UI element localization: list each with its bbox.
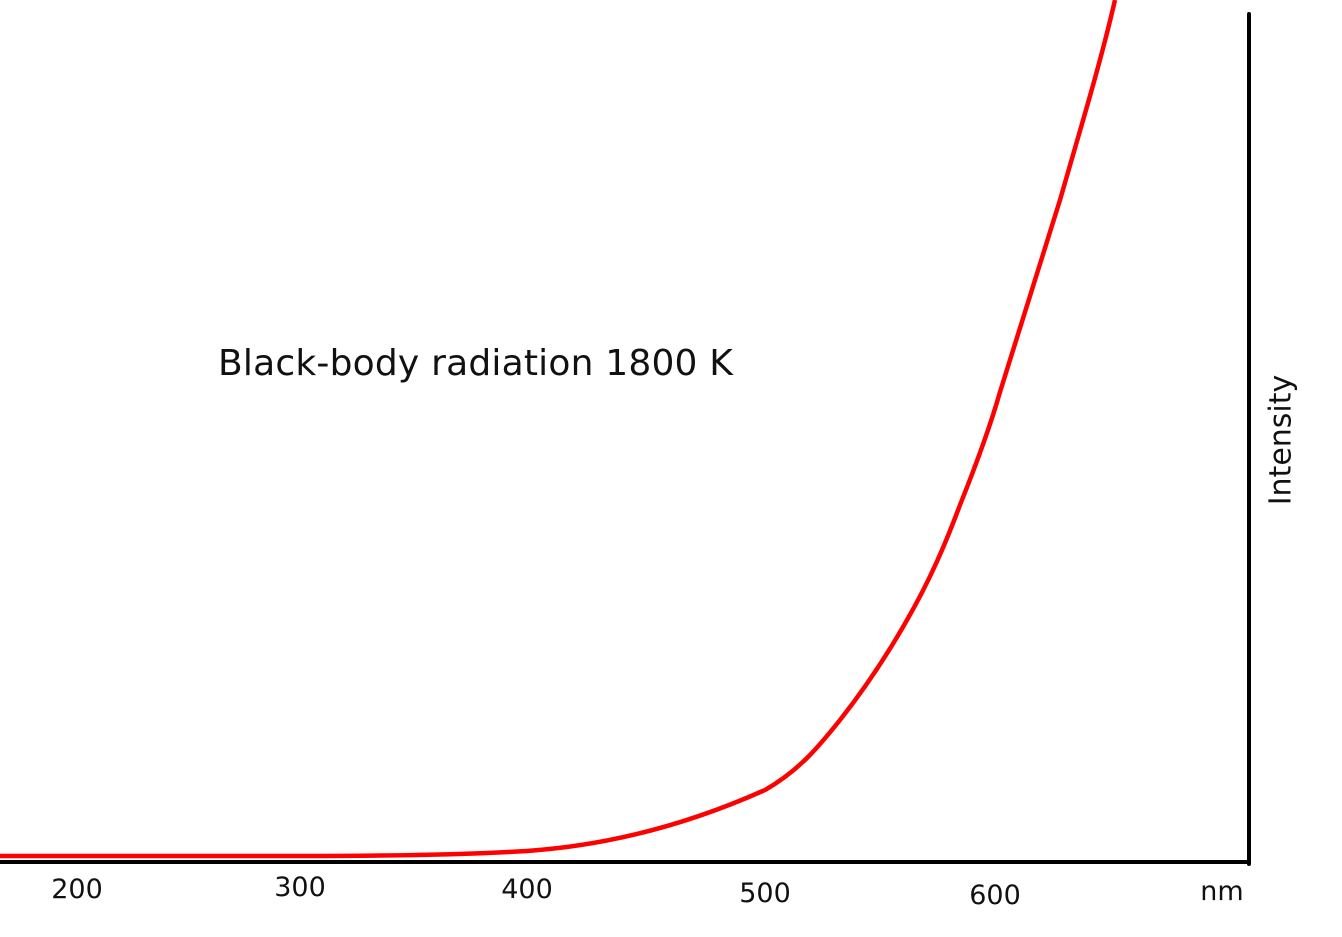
x-tick-500: 500 [739,878,791,909]
y-axis-label: Intensity [1263,374,1299,506]
x-tick-200: 200 [51,874,103,905]
chart-title: Black-body radiation 1800 K [218,343,734,384]
x-axis-unit-label: nm [1200,876,1244,907]
blackbody-curve [0,0,1118,859]
x-tick-600: 600 [969,880,1021,911]
x-tick-400: 400 [501,874,553,905]
x-tick-300: 300 [274,872,326,903]
